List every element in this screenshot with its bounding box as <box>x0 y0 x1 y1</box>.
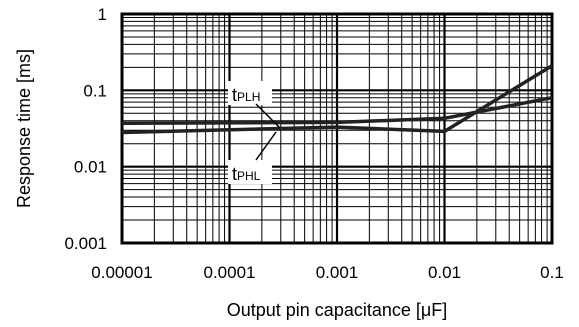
series-line-tPHL <box>121 64 553 135</box>
y-tick-label: 0.001 <box>64 234 107 253</box>
x-tick-labels: 0.00001 0.0001 0.001 0.01 0.1 <box>91 263 564 282</box>
series-label-tPHL: tPHL <box>232 164 261 184</box>
leader-line-tPLH <box>255 103 281 129</box>
series-label-bg-tPHL <box>228 160 272 184</box>
series-line-tPLH <box>121 95 553 126</box>
series-label-tPLH: tPLH <box>232 85 260 105</box>
x-tick-label: 0.0001 <box>204 263 256 282</box>
x-tick-label: 0.00001 <box>91 263 152 282</box>
series-layer <box>121 64 553 135</box>
x-axis-label: Output pin capacitance [μF] <box>227 300 448 320</box>
y-tick-label: 0.01 <box>74 158 107 177</box>
leader-line-tPHL <box>255 131 277 161</box>
y-axis-label: Response time [ms] <box>14 49 34 208</box>
y-tick-label: 0.1 <box>83 81 107 100</box>
series-annotations: tPLH tPHL <box>228 81 281 184</box>
series-label-bg-tPLH <box>228 81 272 105</box>
x-tick-label: 0.01 <box>428 263 461 282</box>
x-tick-label: 0.1 <box>540 263 564 282</box>
y-tick-labels: 1 0.1 0.01 0.001 <box>64 5 107 253</box>
plot-frame <box>120 12 554 245</box>
y-tick-label: 1 <box>98 5 107 24</box>
x-tick-label: 0.001 <box>316 263 359 282</box>
